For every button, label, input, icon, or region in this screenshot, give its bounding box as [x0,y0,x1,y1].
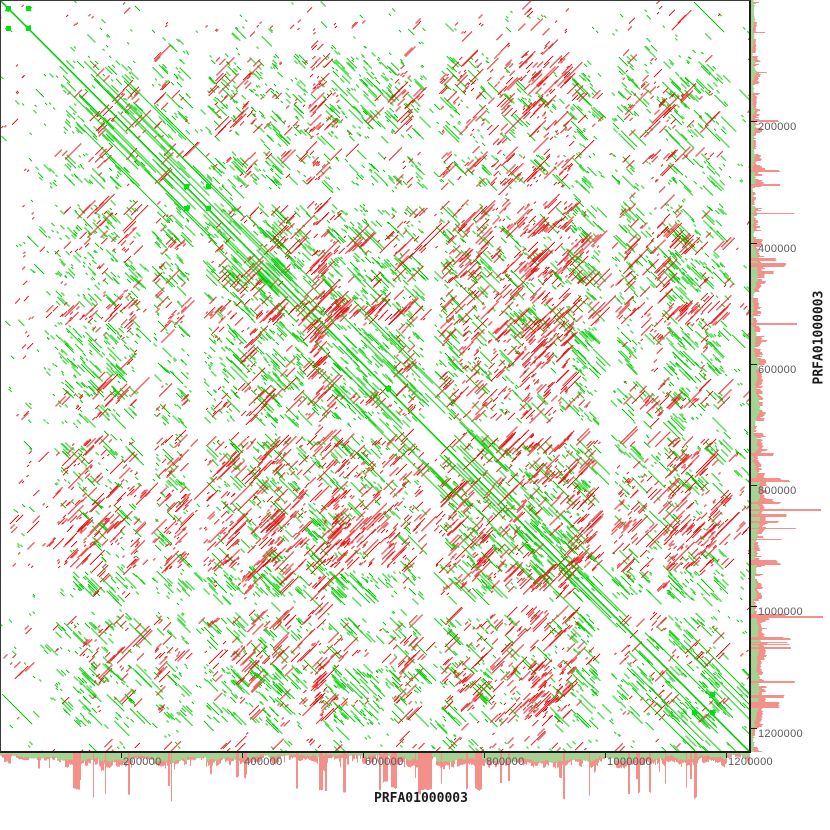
y-tick-mark [751,121,757,122]
x-tick-label: 800000 [486,756,525,768]
y-tick-mark [751,364,757,365]
x-tick-label: 400000 [244,756,283,768]
x-tick-label: 200000 [123,756,162,768]
y-tick-label: 1200000 [758,728,803,740]
x-tick-mark [726,752,727,758]
x-tick-mark [605,752,606,758]
x-tick-label: 600000 [365,756,404,768]
y-tick-mark [751,728,757,729]
x-sequence-label: PRFA01000003 [374,791,468,806]
y-tick-label: 1000000 [758,606,803,618]
y-tick-label: 600000 [758,364,797,376]
x-tick-label: 1200000 [728,756,773,768]
x-tick-mark [484,752,485,758]
y-tick-label: 800000 [758,485,797,497]
x-density-histogram [0,753,750,830]
x-tick-mark [363,752,364,758]
y-tick-label: 200000 [758,121,797,133]
y-sequence-label: PRFA01000003 [811,290,827,385]
dotplot-canvas [0,0,750,752]
y-tick-mark [751,485,757,486]
y-tick-mark [751,243,757,244]
x-tick-mark [121,752,122,758]
y-density-histogram [751,0,830,752]
x-tick-label: 1000000 [607,756,652,768]
y-tick-label: 400000 [758,243,797,255]
x-tick-mark [242,752,243,758]
y-tick-mark [751,606,757,607]
